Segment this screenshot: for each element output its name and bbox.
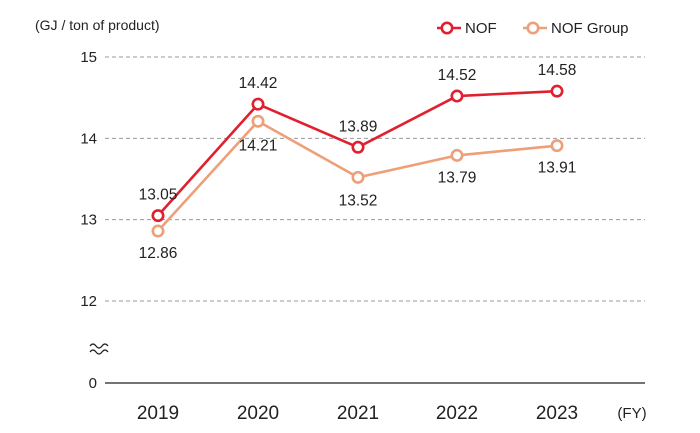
series-layer: 13.05 14.42 13.89 14.52 14.58 12.86 14.21 13.52…: [139, 62, 577, 262]
x-tick-2021: 2021: [337, 403, 379, 424]
data-labels-nof: 13.05 14.42 13.89 14.52 14.58: [139, 62, 577, 203]
data-point: [450, 89, 464, 103]
data-label: 13.89: [339, 118, 378, 135]
x-axis-ticks: 2019 2020 2021 2022 2023: [137, 403, 578, 424]
legend-item-nof: NOF: [437, 20, 497, 37]
data-label: 13.91: [538, 160, 577, 177]
x-axis-unit-label: (FY): [617, 405, 646, 422]
data-point: [550, 84, 564, 98]
data-label: 14.58: [538, 62, 577, 79]
data-label: 12.86: [139, 245, 178, 262]
series-nof: [151, 84, 564, 223]
data-point: [251, 114, 265, 128]
y-tick-12: 12: [80, 293, 97, 310]
data-point: [151, 209, 165, 223]
data-label: 13.05: [139, 187, 178, 204]
x-tick-2019: 2019: [137, 403, 179, 424]
legend-marker: [440, 21, 454, 35]
x-tick-2020: 2020: [237, 403, 279, 424]
series-nof-group: [151, 114, 564, 238]
y-tick-15: 15: [80, 49, 97, 66]
legend-label: NOF: [465, 20, 497, 37]
data-label: 14.21: [239, 137, 278, 154]
y-tick-0: 0: [89, 375, 97, 392]
data-point: [550, 139, 564, 153]
data-point: [251, 97, 265, 111]
x-tick-2022: 2022: [436, 403, 478, 424]
y-axis-unit-label: (GJ / ton of product): [35, 17, 160, 33]
axis-break-icon: [89, 343, 109, 355]
legend-label: NOF Group: [551, 20, 629, 37]
data-label: 14.42: [239, 75, 278, 92]
legend-item-nof-group: NOF Group: [523, 20, 629, 37]
y-tick-13: 13: [80, 212, 97, 229]
y-tick-14: 14: [80, 130, 97, 147]
data-point: [351, 140, 365, 154]
data-point: [450, 148, 464, 162]
legend: NOF NOF Group: [437, 20, 629, 37]
y-axis-ticks: 15 14 13 12 0: [80, 49, 97, 392]
data-point: [351, 170, 365, 184]
data-labels-nof-group: 12.86 14.21 13.52 13.79 13.91: [139, 137, 577, 262]
data-label: 14.52: [438, 67, 477, 84]
data-point: [151, 224, 165, 238]
data-label: 13.52: [339, 192, 378, 209]
x-tick-2023: 2023: [536, 403, 578, 424]
legend-marker: [526, 21, 540, 35]
data-label: 13.79: [438, 169, 477, 186]
gridlines: [105, 56, 645, 302]
